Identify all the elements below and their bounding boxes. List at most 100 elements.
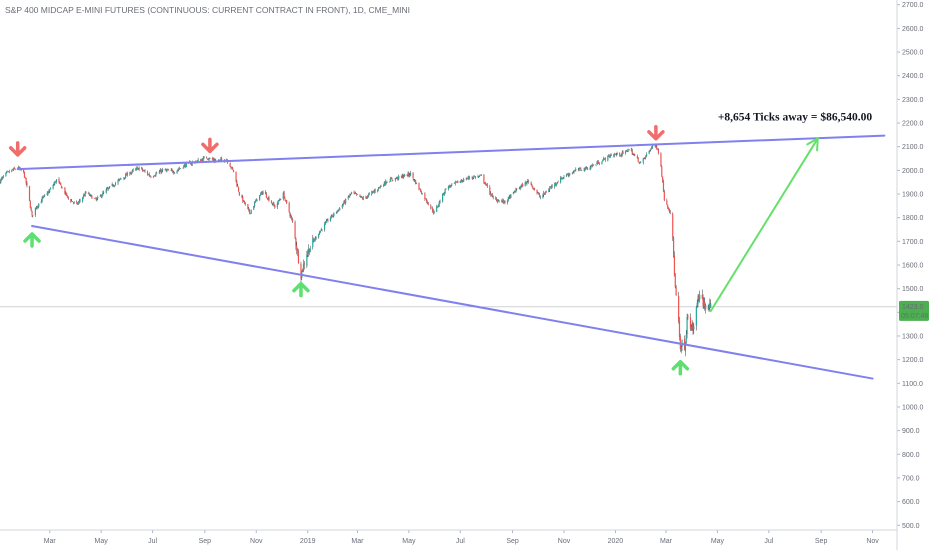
- candle-body: [398, 175, 400, 180]
- candle-body: [397, 177, 399, 179]
- y-tick-label: 2300.0: [902, 97, 924, 104]
- candle-body: [563, 176, 565, 178]
- candle-body: [333, 212, 335, 216]
- candle-body: [543, 192, 545, 196]
- candle-body: [583, 167, 585, 172]
- candle-body: [592, 164, 595, 166]
- candle-body: [131, 170, 133, 172]
- countdown-label: 05:07:48: [901, 313, 928, 320]
- candle-body: [474, 176, 476, 178]
- candle-body: [395, 178, 397, 179]
- candle-body: [580, 168, 582, 171]
- candle-body: [282, 192, 284, 199]
- candle-body: [518, 188, 520, 190]
- candle-body: [689, 317, 692, 329]
- candle-body: [268, 197, 270, 201]
- candle-body: [622, 151, 624, 154]
- candle-body: [296, 251, 299, 253]
- candle-body: [710, 303, 712, 308]
- x-tick-label: Jul: [764, 538, 773, 545]
- candle-body: [111, 184, 113, 186]
- y-tick-label: 500.0: [902, 523, 920, 530]
- candle-body: [581, 170, 583, 172]
- candle-body: [338, 209, 340, 211]
- candle-body: [655, 145, 657, 147]
- candle-body: [284, 198, 286, 200]
- candle-body: [154, 175, 156, 177]
- candle-body: [448, 186, 450, 187]
- candle-body: [533, 188, 536, 191]
- candle-body: [147, 174, 149, 175]
- candle-body: [544, 192, 547, 194]
- candle-body: [100, 195, 102, 197]
- candle-body: [164, 168, 166, 171]
- candle-body: [1, 178, 3, 180]
- candle-body: [579, 168, 581, 170]
- candle-body: [276, 203, 278, 208]
- candle-body: [279, 199, 281, 201]
- candle-body: [350, 193, 352, 195]
- candle-body: [504, 200, 506, 203]
- candle-body: [237, 187, 240, 192]
- candle-body: [489, 186, 491, 194]
- candle-body: [135, 168, 138, 170]
- candle-body: [158, 171, 160, 174]
- y-tick-label: 2200.0: [902, 121, 924, 128]
- candle-body: [17, 167, 20, 169]
- candle-body: [566, 174, 568, 176]
- candle-body: [486, 184, 488, 187]
- candle-body: [211, 158, 214, 160]
- candle-body: [96, 198, 98, 201]
- x-tick-label: Jul: [456, 538, 465, 545]
- candle-body: [130, 171, 133, 174]
- candle-body: [11, 169, 13, 172]
- candle-body: [235, 171, 237, 181]
- candle-body: [551, 185, 553, 187]
- candle-body: [150, 176, 152, 178]
- candle-body: [94, 197, 96, 199]
- candle-body: [221, 158, 223, 161]
- candle-body: [471, 177, 473, 179]
- candle-body: [82, 195, 85, 198]
- candle-body: [119, 178, 121, 180]
- candle-body: [273, 204, 275, 206]
- candle-body: [0, 179, 2, 183]
- candle-body: [603, 158, 606, 159]
- candle-body: [557, 182, 559, 183]
- candle-body: [243, 200, 245, 202]
- candle-body: [248, 208, 250, 210]
- candle-body: [283, 192, 285, 199]
- candle-body: [290, 215, 292, 217]
- candle-body: [141, 168, 144, 171]
- candle-body: [396, 176, 398, 179]
- candle-body: [453, 183, 456, 184]
- candle-body: [250, 209, 252, 214]
- candle-body: [406, 174, 408, 177]
- candle-body: [596, 163, 598, 164]
- candle-body: [526, 181, 528, 185]
- candle-body: [107, 188, 109, 189]
- candle-body: [173, 172, 175, 173]
- x-tick-label: Mar: [351, 538, 364, 545]
- candle-body: [567, 174, 569, 176]
- candle-body: [621, 152, 623, 155]
- candle-body: [441, 193, 444, 202]
- candle-body: [130, 173, 132, 174]
- candle-body: [495, 198, 497, 199]
- candle-body: [142, 170, 144, 172]
- candle-body: [124, 177, 126, 179]
- candle-body: [182, 167, 184, 169]
- candle-body: [300, 263, 302, 279]
- candle-body: [533, 188, 535, 190]
- candle-body: [549, 187, 552, 189]
- candle-body: [48, 191, 50, 194]
- candle-body: [262, 191, 264, 194]
- candle-body: [675, 286, 677, 296]
- candle-body: [556, 182, 558, 184]
- candle-body: [209, 157, 211, 159]
- candle-body: [347, 196, 349, 199]
- candle-body: [159, 170, 161, 172]
- candle-body: [29, 201, 31, 209]
- candle-body: [678, 320, 681, 338]
- candle-body: [90, 194, 92, 196]
